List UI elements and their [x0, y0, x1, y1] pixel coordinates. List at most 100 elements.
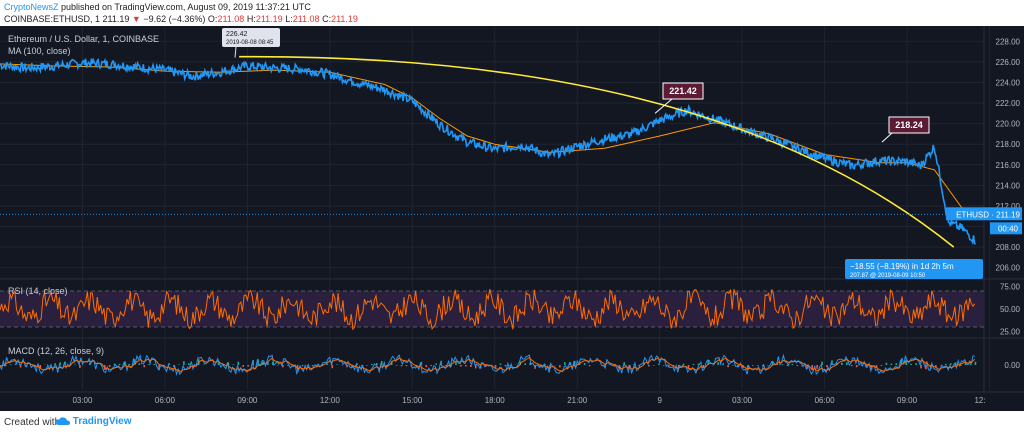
x-tick-label: 21:00 [567, 396, 588, 405]
chart-background [0, 26, 1024, 411]
macd-histogram-bar [534, 365, 536, 369]
macd-histogram-bar [850, 365, 853, 367]
y-tick-label: 214.00 [996, 181, 1021, 190]
close-label: C: [322, 14, 332, 24]
macd-histogram-bar [860, 365, 863, 366]
macd-tick-label: 0.00 [1004, 361, 1020, 370]
y-tick-label: 226.00 [996, 58, 1021, 67]
macd-histogram-bar [420, 361, 423, 365]
y-tick-label: 220.00 [996, 120, 1021, 129]
macd-histogram-bar [964, 362, 967, 365]
macd-histogram-bar [638, 365, 640, 366]
rsi-legend: RSI (14, close) [8, 286, 68, 296]
macd-histogram-bar [504, 365, 507, 367]
x-tick-label: 9 [657, 396, 662, 405]
publisher-name[interactable]: CryptoNewsZ [4, 2, 59, 12]
macd-histogram-bar [880, 365, 883, 366]
macd-histogram-bar [969, 363, 972, 365]
chart-area[interactable]: 03:00 06:00 09:00 12:00 15:00 18:00 21:00 9 03:0… [0, 26, 1024, 411]
callout-label: 221.42 [669, 86, 697, 96]
tradingview-logo[interactable]: TradingView [56, 416, 132, 427]
macd-histogram-bar [272, 362, 274, 365]
macd-histogram-bar [143, 365, 146, 368]
macd-histogram-bar [529, 362, 531, 365]
rsi-tick-label: 50.00 [1000, 305, 1021, 314]
macd-histogram-bar [935, 365, 937, 368]
macd-histogram-bar [113, 363, 116, 365]
macd-histogram-bar [400, 365, 403, 367]
macd-histogram-bar [855, 365, 858, 368]
low-value: 211.08 [292, 14, 320, 24]
macd-histogram-bar [346, 365, 348, 368]
x-tick-label: 12:00 [320, 396, 341, 405]
callout-pointer [881, 132, 893, 143]
macd-histogram-bar [890, 363, 893, 365]
macd-histogram-bar [559, 365, 561, 368]
macd-histogram-bar [19, 365, 22, 368]
macd-histogram-bar [583, 362, 586, 365]
macd-histogram-bar [123, 361, 126, 365]
macd-histogram-bar [425, 365, 428, 368]
macd-histogram-bar [395, 365, 398, 366]
macd-histogram-bar [944, 363, 947, 365]
macd-histogram-bar [356, 363, 358, 365]
macd-histogram-bar [608, 364, 611, 365]
last-price-label: ETHUSD · 211.19 [956, 210, 1020, 219]
macd-histogram-bar [544, 363, 546, 365]
macd-histogram-bar [756, 365, 759, 366]
y-tick-label: 222.00 [996, 99, 1021, 108]
macd-histogram-bar [826, 365, 828, 368]
macd-histogram-bar [707, 360, 710, 365]
macd-histogram-bar [796, 365, 799, 366]
macd-histogram-bar [54, 363, 57, 365]
rsi-line [0, 288, 976, 331]
macd-histogram-bar [791, 363, 794, 365]
tradingview-cloud-icon [56, 417, 70, 425]
macd-histogram-bar [282, 365, 284, 368]
macd-histogram-bar [474, 365, 477, 369]
macd-histogram-bar [717, 362, 719, 365]
macd-histogram-bar [64, 361, 66, 365]
x-tick-label: 03:00 [72, 396, 93, 405]
macd-histogram-bar [371, 363, 373, 365]
macd-histogram-bar [732, 365, 734, 366]
macd-histogram-bar [692, 364, 695, 365]
chart-canvas[interactable]: 03:00 06:00 09:00 12:00 15:00 18:00 21:00 9 03:0… [0, 26, 1024, 411]
callout-pointer [654, 98, 673, 114]
macd-histogram-bar [173, 365, 175, 367]
macd-histogram-bar [252, 360, 254, 365]
macd-histogram-bar [697, 363, 700, 365]
macd-histogram-bar [366, 365, 368, 366]
macd-histogram-bar [811, 365, 813, 371]
macd-histogram-bar [954, 362, 957, 365]
macd-histogram-bar [14, 363, 17, 365]
macd-histogram-bar [687, 365, 690, 369]
close-value: 211.19 [331, 14, 358, 24]
macd-histogram-bar [118, 363, 121, 365]
macd-histogram-bar [435, 363, 437, 365]
measure-label: −18.55 (−8.19%) in 1d 2h 5m [850, 262, 954, 271]
macd-histogram-bar [291, 365, 294, 367]
x-tick-label: 03:00 [732, 396, 753, 405]
macd-histogram-bar [138, 363, 141, 365]
x-tick-label: 06:00 [815, 396, 836, 405]
macd-histogram-bar [237, 361, 240, 365]
macd-histogram-bar [648, 365, 650, 367]
macd-histogram-bar [306, 365, 309, 367]
macd-histogram-bar [662, 365, 665, 366]
high-tooltip-value: 226.42 [226, 31, 248, 38]
trend-arc [239, 55, 955, 248]
macd-histogram-bar [4, 365, 7, 366]
macd-histogram-bar [974, 361, 977, 365]
macd-histogram-bar [564, 362, 566, 365]
publish-line: CryptoNewsZ published on TradingView.com… [4, 2, 311, 12]
countdown-tag [990, 222, 1022, 235]
rsi-tick-label: 75.00 [1000, 283, 1021, 292]
macd-histogram-bar [212, 364, 215, 365]
y-tick-label: 212.00 [996, 202, 1021, 211]
macd-histogram-bar [771, 360, 774, 365]
created-with-label: Created with [4, 417, 61, 428]
down-arrow-icon: ▼ [131, 14, 141, 24]
macd-histogram-bar [465, 365, 467, 367]
callout-box [888, 116, 930, 134]
